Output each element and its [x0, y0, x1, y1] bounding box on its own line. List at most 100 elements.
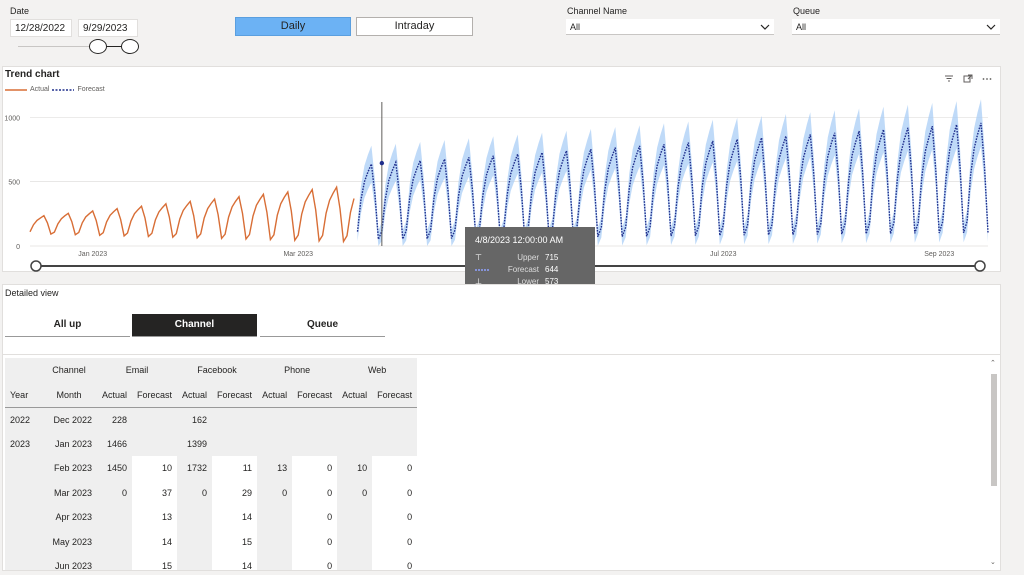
date-label: Date: [10, 6, 30, 16]
matrix-measure-header[interactable]: Forecast: [212, 382, 258, 407]
matrix-measure-header[interactable]: Actual: [177, 382, 213, 407]
matrix-cell: [212, 431, 258, 456]
detailed-view-title: Detailed view: [5, 288, 59, 298]
matrix-cell: [337, 554, 373, 570]
matrix-header-year: Year: [5, 382, 41, 407]
row-year: 2023: [5, 431, 41, 456]
daily-button[interactable]: Daily: [235, 17, 351, 36]
matrix-measure-header[interactable]: Forecast: [132, 382, 178, 407]
matrix-cell: 14: [242, 561, 253, 571]
matrix-cell: 14: [242, 512, 253, 523]
scroll-up-icon[interactable]: ⌃: [990, 360, 996, 367]
matrix-channel-header[interactable]: Facebook: [177, 358, 258, 383]
matrix-cell: [257, 529, 293, 554]
tab-queue[interactable]: Queue: [260, 314, 385, 337]
matrix-cell: 0: [327, 463, 333, 474]
matrix-cell: 0: [327, 512, 333, 523]
table-row: Jun 2023 15 14 0 0: [5, 554, 417, 571]
chevron-down-icon: [986, 22, 996, 32]
tab-channel[interactable]: Channel: [132, 314, 257, 337]
matrix-cell: [372, 407, 418, 432]
matrix-cell: 228: [97, 407, 133, 432]
date-slider-handle-start[interactable]: [89, 39, 107, 54]
matrix-cell: [177, 554, 213, 570]
matrix-cell: 10: [337, 456, 373, 481]
hover-point: [379, 160, 385, 166]
scrollbar-thumb[interactable]: [991, 374, 997, 486]
focus-mode-icon[interactable]: [963, 70, 973, 88]
matrix-cell: 15: [242, 536, 253, 547]
chevron-down-icon: [760, 22, 770, 32]
legend-actual-label: Actual: [30, 86, 50, 93]
matrix-measure-header[interactable]: Forecast: [292, 382, 338, 407]
matrix-channel-header[interactable]: Phone: [257, 358, 338, 383]
table-row: Apr 2023 13 14 0 0: [5, 505, 417, 530]
x-tick-label: Mar 2023: [283, 251, 313, 258]
matrix-measure-header[interactable]: Actual: [97, 382, 133, 407]
queue-value: All: [796, 21, 807, 32]
date-slider-range: [98, 46, 128, 47]
queue-label: Queue: [793, 6, 821, 16]
matrix-cell: 29: [242, 487, 253, 498]
matrix-cell: 11: [242, 463, 253, 474]
legend-forecast-swatch: [52, 88, 75, 91]
visual-header-icons: [944, 70, 992, 88]
matrix-cell: [337, 407, 373, 432]
matrix-cell: [177, 505, 213, 530]
queue-dropdown[interactable]: All: [792, 19, 1000, 35]
legend-actual-swatch: [5, 88, 27, 91]
more-options-icon[interactable]: [982, 70, 992, 88]
filter-icon[interactable]: [944, 70, 954, 88]
matrix-channel-header[interactable]: Email: [97, 358, 178, 383]
matrix-measure-header[interactable]: Actual: [337, 382, 373, 407]
matrix-cell: [257, 431, 293, 456]
x-tick-label: Jan 2023: [78, 251, 107, 258]
matrix-cell: 0: [327, 536, 333, 547]
matrix-header-month: Month: [41, 382, 97, 407]
date-slider-handle-end[interactable]: [121, 39, 139, 54]
matrix-cell: 13: [162, 512, 173, 523]
tooltip-row-forecast: Forecast 644: [475, 263, 575, 275]
matrix-cell: 1450: [97, 456, 133, 481]
matrix-cell: [292, 407, 338, 432]
channel-name-dropdown[interactable]: All: [566, 19, 774, 35]
scroll-down-icon[interactable]: ⌄: [990, 559, 996, 566]
date-end-input[interactable]: 9/29/2023: [78, 19, 138, 37]
matrix-cell: 0: [407, 536, 413, 547]
row-year: [5, 529, 41, 554]
matrix-cell: 0: [407, 463, 413, 474]
forecast-series-line[interactable]: [356, 122, 989, 240]
x-tick-label: Sep 2023: [924, 251, 954, 258]
tab-all-up[interactable]: All up: [5, 314, 130, 337]
intraday-button[interactable]: Intraday: [356, 17, 473, 36]
matrix-scrollbar[interactable]: ⌃ ⌄: [990, 359, 998, 566]
forecast-confidence-band: [357, 99, 988, 246]
detailed-view-panel: Detailed view All up Channel Queue: [2, 284, 1001, 354]
matrix-cell: 13: [257, 456, 293, 481]
matrix-channel-header[interactable]: Web: [337, 358, 418, 383]
row-month: Mar 2023: [41, 480, 97, 505]
date-start-input[interactable]: 12/28/2022: [10, 19, 72, 37]
matrix-cell: [177, 529, 213, 554]
zoom-slider-handle-start[interactable]: [30, 260, 42, 272]
matrix-cell: 14: [162, 536, 173, 547]
matrix-measure-header[interactable]: Actual: [257, 382, 293, 407]
actual-series-line[interactable]: [29, 185, 355, 244]
channel-matrix: Channel Email Facebook Phone Web Year Month Act…: [5, 358, 418, 571]
matrix-cell: 0: [257, 480, 293, 505]
matrix-header-row: Channel Email Facebook Phone Web: [5, 358, 418, 383]
matrix-cell: [337, 505, 373, 530]
matrix-cell: [132, 407, 178, 432]
channel-name-value: All: [570, 21, 581, 32]
matrix-cell: 1399: [177, 431, 213, 456]
matrix-cell: 37: [162, 487, 173, 498]
zoom-slider-handle-end[interactable]: [974, 260, 986, 272]
matrix-cell: [292, 431, 338, 456]
matrix-cell: 0: [337, 480, 373, 505]
matrix-measure-header[interactable]: Forecast: [372, 382, 418, 407]
matrix-panel: Channel Email Facebook Phone Web Year Month Act…: [2, 354, 1001, 571]
matrix-cell: 0: [97, 480, 133, 505]
table-row: May 2023 14 15 0 0: [5, 529, 417, 554]
tooltip-row-lower: ⊥ Lower 573: [475, 276, 559, 286]
tooltip-date: 4/8/2023 12:00:00 AM: [475, 235, 564, 245]
